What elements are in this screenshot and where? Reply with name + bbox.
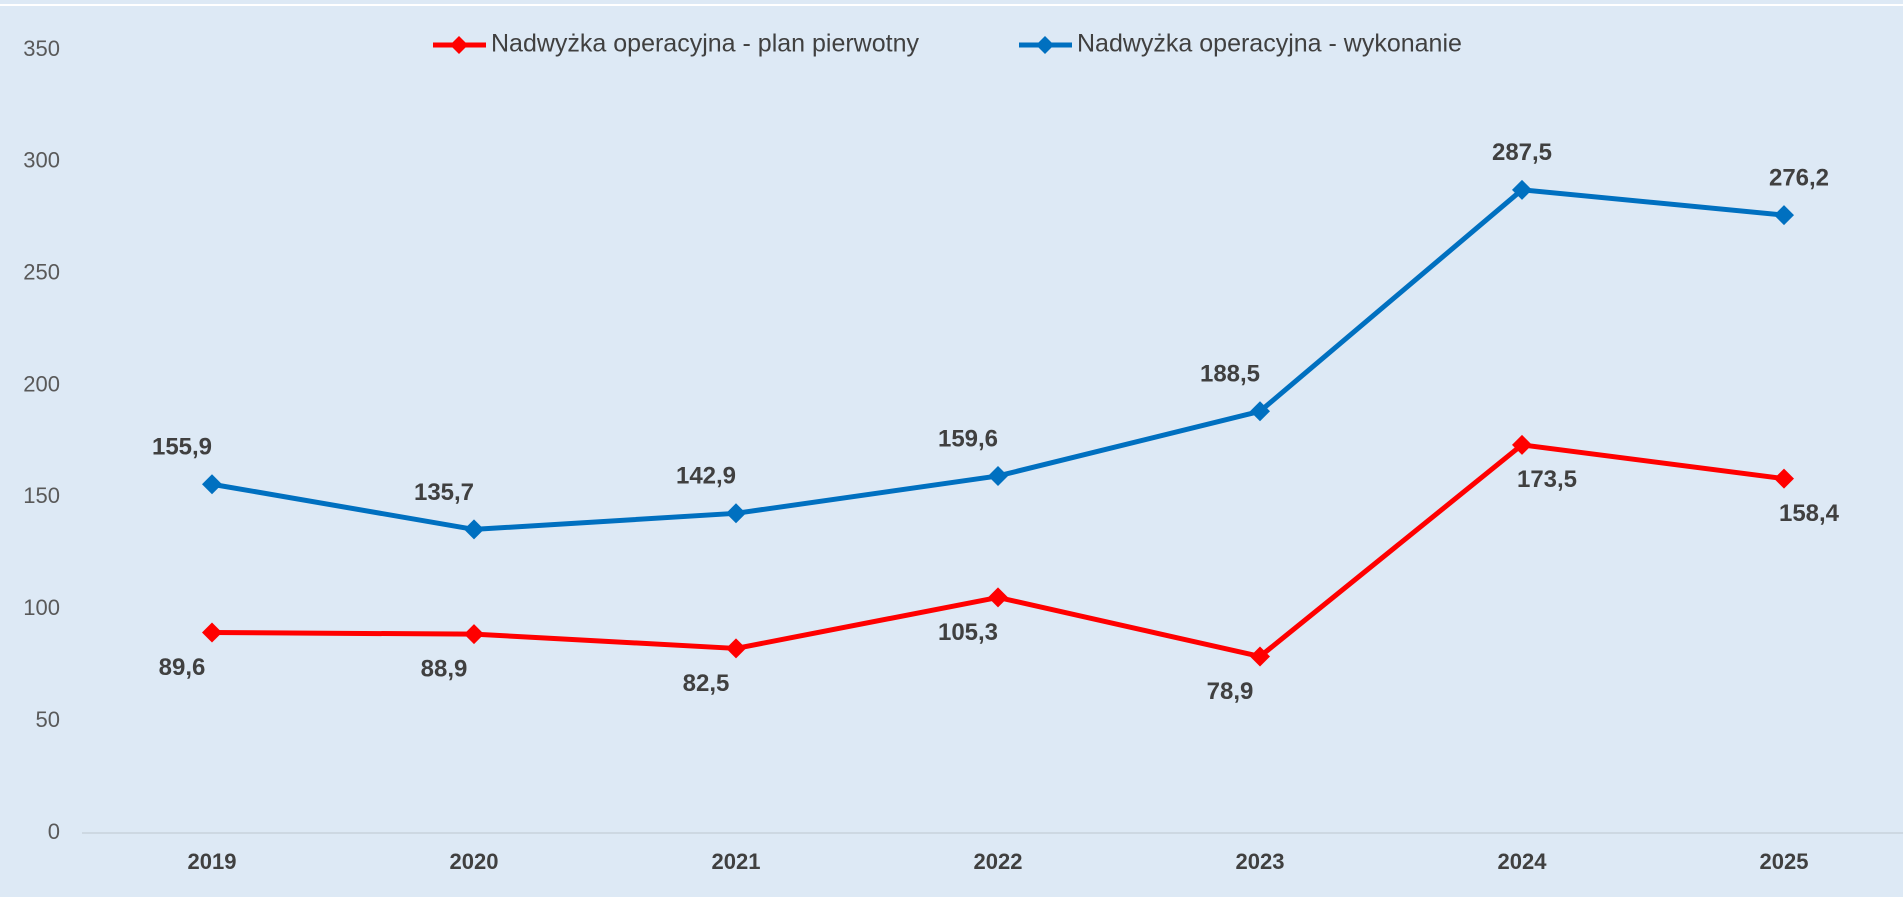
- data-label: 158,4: [1779, 500, 1840, 527]
- data-label: 82,5: [683, 670, 730, 697]
- x-tick-label: 2023: [1236, 849, 1285, 874]
- marker: [726, 503, 746, 524]
- marker: [1774, 468, 1794, 489]
- y-tick-label: 50: [36, 707, 60, 732]
- legend-label: Nadwyżka operacyjna - plan pierwotny: [491, 30, 919, 58]
- marker: [988, 587, 1008, 608]
- marker: [1774, 205, 1794, 226]
- y-tick-label: 0: [48, 819, 60, 844]
- x-tick-label: 2021: [712, 849, 761, 874]
- x-tick-label: 2020: [450, 849, 499, 874]
- data-label: 159,6: [938, 425, 998, 452]
- marker: [464, 519, 484, 540]
- marker: [726, 638, 746, 659]
- data-label: 135,7: [414, 479, 474, 506]
- data-label: 173,5: [1517, 466, 1577, 493]
- marker: [464, 624, 484, 645]
- marker: [202, 622, 222, 643]
- data-label: 105,3: [938, 619, 998, 646]
- x-tick-label: 2022: [974, 849, 1023, 874]
- x-tick-label: 2024: [1498, 849, 1548, 874]
- y-tick-label: 100: [23, 595, 60, 620]
- data-label: 276,2: [1769, 164, 1829, 191]
- marker: [988, 465, 1008, 486]
- marker: [1250, 401, 1270, 422]
- y-tick-label: 250: [23, 260, 60, 285]
- data-label: 188,5: [1200, 361, 1260, 388]
- data-label: 89,6: [159, 654, 206, 681]
- data-label: 287,5: [1492, 139, 1552, 166]
- legend-marker: [450, 36, 468, 54]
- marker: [202, 474, 222, 495]
- marker: [1512, 179, 1532, 200]
- y-tick-label: 350: [23, 36, 60, 61]
- legend-label: Nadwyżka operacyjna - wykonanie: [1077, 30, 1462, 58]
- x-tick-label: 2025: [1760, 849, 1809, 874]
- legend-marker: [1036, 36, 1054, 54]
- marker: [1250, 646, 1270, 667]
- data-label: 155,9: [152, 434, 212, 461]
- marker: [1512, 434, 1532, 455]
- y-tick-label: 300: [23, 148, 60, 173]
- data-label: 78,9: [1207, 678, 1254, 705]
- y-tick-label: 150: [23, 483, 60, 508]
- data-label: 142,9: [676, 463, 736, 490]
- data-label: 88,9: [421, 655, 468, 682]
- y-tick-label: 200: [23, 371, 60, 396]
- x-tick-label: 2019: [188, 849, 237, 874]
